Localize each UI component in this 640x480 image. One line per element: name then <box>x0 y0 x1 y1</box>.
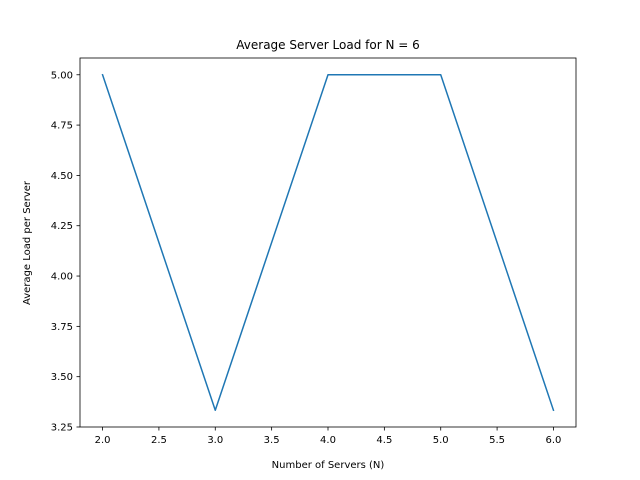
y-tick-label: 4.75 <box>51 121 73 132</box>
chart-title: Average Server Load for N = 6 <box>236 38 419 52</box>
x-tick-label: 4.0 <box>320 435 336 446</box>
axes-frame <box>79 57 577 428</box>
y-axis-label: Average Load per Server <box>22 180 33 305</box>
y-tick-label: 4.25 <box>51 221 73 232</box>
y-tick-label: 5.00 <box>51 70 73 81</box>
series-line-0 <box>101 73 555 412</box>
y-tick-label: 3.50 <box>51 372 73 383</box>
plot-area: 2.0 2.5 3.0 3.5 4.0 4.5 5.0 5.5 6.0 3.25 3.50 3.75 4… <box>51 57 577 446</box>
x-tick-label: 2.5 <box>151 435 167 446</box>
x-tick-label: 6.0 <box>546 435 562 446</box>
x-tick-label: 3.5 <box>264 435 280 446</box>
x-tick-label: 3.0 <box>207 435 223 446</box>
y-tick-label: 3.75 <box>51 322 73 333</box>
y-tick-label: 4.00 <box>51 272 73 283</box>
x-axis-label: Number of Servers (N) <box>272 460 385 471</box>
x-tick-label: 4.5 <box>376 435 392 446</box>
x-tick-label: 5.0 <box>433 435 449 446</box>
x-tick-label: 5.5 <box>489 435 505 446</box>
y-tick-label: 4.50 <box>51 171 73 182</box>
x-tick-label: 2.0 <box>95 435 111 446</box>
y-tick-label: 3.25 <box>51 423 73 434</box>
